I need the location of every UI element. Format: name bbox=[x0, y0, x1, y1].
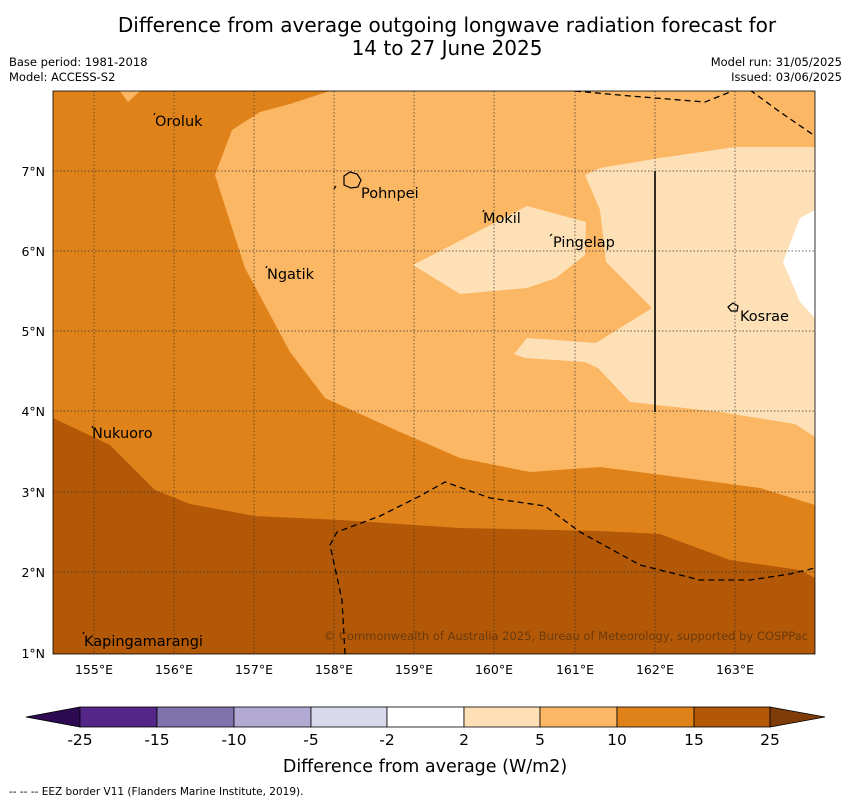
lon-label-158e: 158°E bbox=[315, 662, 353, 677]
lon-label-159e: 159°E bbox=[395, 662, 433, 677]
colorbar-tick: 25 bbox=[760, 731, 780, 749]
colorbar-tick: -25 bbox=[67, 731, 92, 749]
lon-label-161e: 161°E bbox=[556, 662, 594, 677]
lon-label-160e: 160°E bbox=[475, 662, 513, 677]
band-2-5-east bbox=[514, 147, 815, 437]
colorbar bbox=[25, 706, 826, 728]
place-label-mokil: Mokil bbox=[483, 211, 521, 227]
colorbar-bin-2 bbox=[156, 706, 235, 728]
title-line-1: Difference from average outgoing longwav… bbox=[117, 13, 777, 37]
colorbar-tick: 5 bbox=[535, 731, 545, 749]
copyright-notice: © Commonwealth of Australia 2025, Bureau… bbox=[324, 629, 808, 643]
colorbar-bin-5 bbox=[386, 706, 465, 728]
lon-label-162e: 162°E bbox=[636, 662, 674, 677]
islands bbox=[82, 112, 739, 635]
colorbar-tick: 15 bbox=[684, 731, 704, 749]
colorbar-tick: -15 bbox=[144, 731, 169, 749]
eez-footnote: -- -- -- EEZ border V11 (Flanders Marine… bbox=[9, 786, 304, 798]
colorbar-tick: -2 bbox=[379, 731, 394, 749]
lat-label-3n: 3°N bbox=[21, 485, 45, 500]
run-info: Model run: 31/05/2025 Issued: 03/06/2025 bbox=[711, 55, 842, 85]
map-title: Difference from average outgoing longwav… bbox=[0, 14, 850, 60]
model-info: Base period: 1981-2018 Model: ACCESS-S2 bbox=[9, 55, 148, 85]
colorbar-tick: 2 bbox=[459, 731, 469, 749]
lat-label-2n: 2°N bbox=[21, 565, 45, 580]
issued-date: Issued: 03/06/2025 bbox=[731, 70, 842, 84]
band-15-25 bbox=[53, 418, 815, 654]
colorbar-title: Difference from average (W/m2) bbox=[283, 757, 567, 777]
title-line-2: 14 to 27 June 2025 bbox=[351, 36, 543, 60]
colorbar-bin-7 bbox=[539, 706, 618, 728]
lat-label-5n: 5°N bbox=[21, 324, 45, 339]
colorbar-bin-3 bbox=[233, 706, 312, 728]
place-label-nukuoro: Nukuoro bbox=[92, 426, 153, 442]
colorbar-bin-8 bbox=[616, 706, 695, 728]
map-plot: Oroluk Pohnpei Mokil Pingelap Ngatik Kos… bbox=[53, 91, 815, 654]
colorbar-max-arrow bbox=[769, 706, 826, 728]
map-frame bbox=[52, 90, 816, 655]
lon-label-155e: 155°E bbox=[75, 662, 113, 677]
colorbar-bin-9 bbox=[693, 706, 771, 728]
lon-label-156e: 156°E bbox=[155, 662, 193, 677]
colorbar-bin-1 bbox=[79, 706, 158, 728]
colorbar-bin-4 bbox=[310, 706, 388, 728]
colorbar-tick: 10 bbox=[607, 731, 627, 749]
model-name: Model: ACCESS-S2 bbox=[9, 70, 116, 84]
colorbar-tick: -10 bbox=[221, 731, 246, 749]
lon-label-157e: 157°E bbox=[235, 662, 273, 677]
band-5-10-notch bbox=[120, 91, 140, 102]
place-label-oroluk: Oroluk bbox=[155, 114, 203, 130]
band-2-5-west bbox=[413, 206, 586, 294]
colorbar-min-arrow bbox=[25, 706, 81, 728]
base-period: Base period: 1981-2018 bbox=[9, 55, 148, 69]
colorbar-bin-6 bbox=[463, 706, 541, 728]
band-neutral bbox=[783, 210, 815, 318]
place-label-pingelap: Pingelap bbox=[553, 235, 615, 251]
eez-borders bbox=[329, 91, 815, 654]
lat-label-1n: 1°N bbox=[21, 646, 45, 661]
lon-label-163e: 163°E bbox=[716, 662, 754, 677]
place-label-ngatik: Ngatik bbox=[267, 267, 315, 283]
pohnpei-outline bbox=[343, 171, 362, 189]
lat-label-7n: 7°N bbox=[21, 164, 45, 179]
place-label-kapingamarangi: Kapingamarangi bbox=[84, 634, 203, 650]
kosrae-outline bbox=[727, 302, 739, 312]
colorbar-tick: -5 bbox=[303, 731, 318, 749]
place-label-pohnpei: Pohnpei bbox=[361, 186, 419, 202]
lat-label-4n: 4°N bbox=[21, 404, 45, 419]
model-run: Model run: 31/05/2025 bbox=[710, 55, 842, 69]
lat-label-6n: 6°N bbox=[21, 244, 45, 259]
place-label-kosrae: Kosrae bbox=[740, 309, 789, 325]
